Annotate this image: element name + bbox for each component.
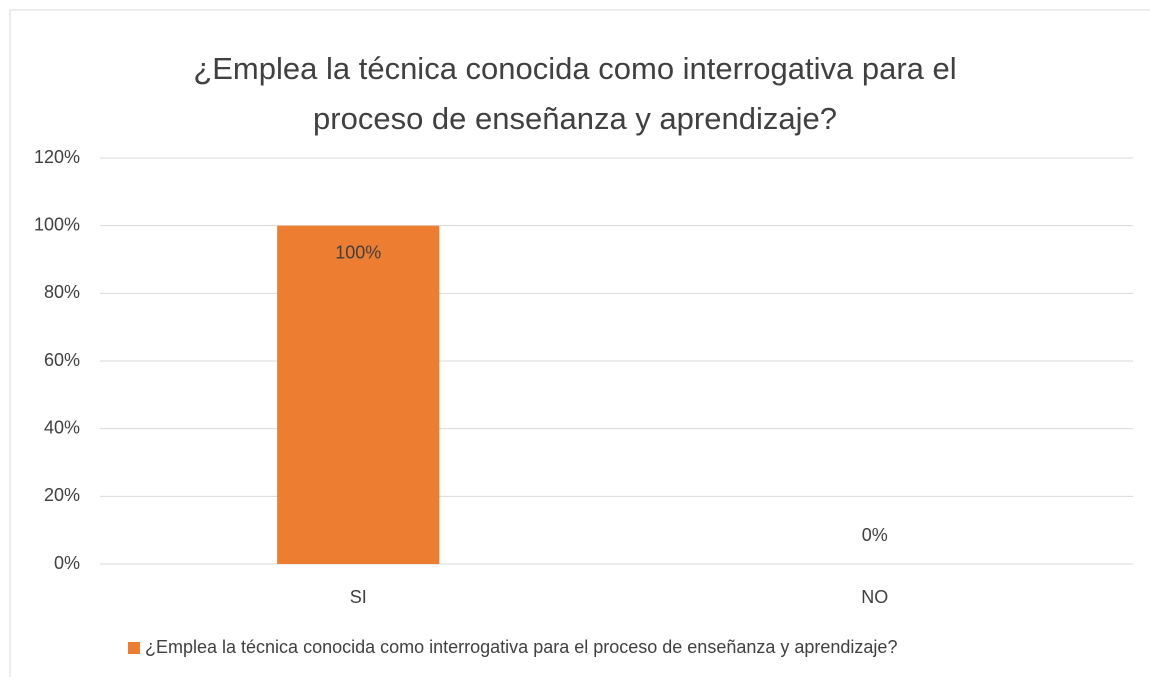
chart-border [9,9,1150,677]
data-label: 100% [335,242,381,262]
chart-title: ¿Emplea la técnica conocida como interro… [193,51,957,136]
y-tick-label: 20% [44,485,80,505]
y-tick-label: 120% [34,147,80,167]
y-tick-label: 80% [44,282,80,302]
x-tick-label: SI [350,587,367,607]
x-tick-label: NO [861,587,888,607]
legend-label: ¿Emplea la técnica conocida como interro… [145,637,897,657]
y-tick-label: 0% [54,553,80,573]
y-tick-label: 40% [44,417,80,437]
legend-swatch [128,642,140,654]
bar [277,225,440,564]
y-tick-label: 60% [44,350,80,370]
data-label: 0% [862,525,888,545]
y-tick-label: 100% [34,214,80,234]
